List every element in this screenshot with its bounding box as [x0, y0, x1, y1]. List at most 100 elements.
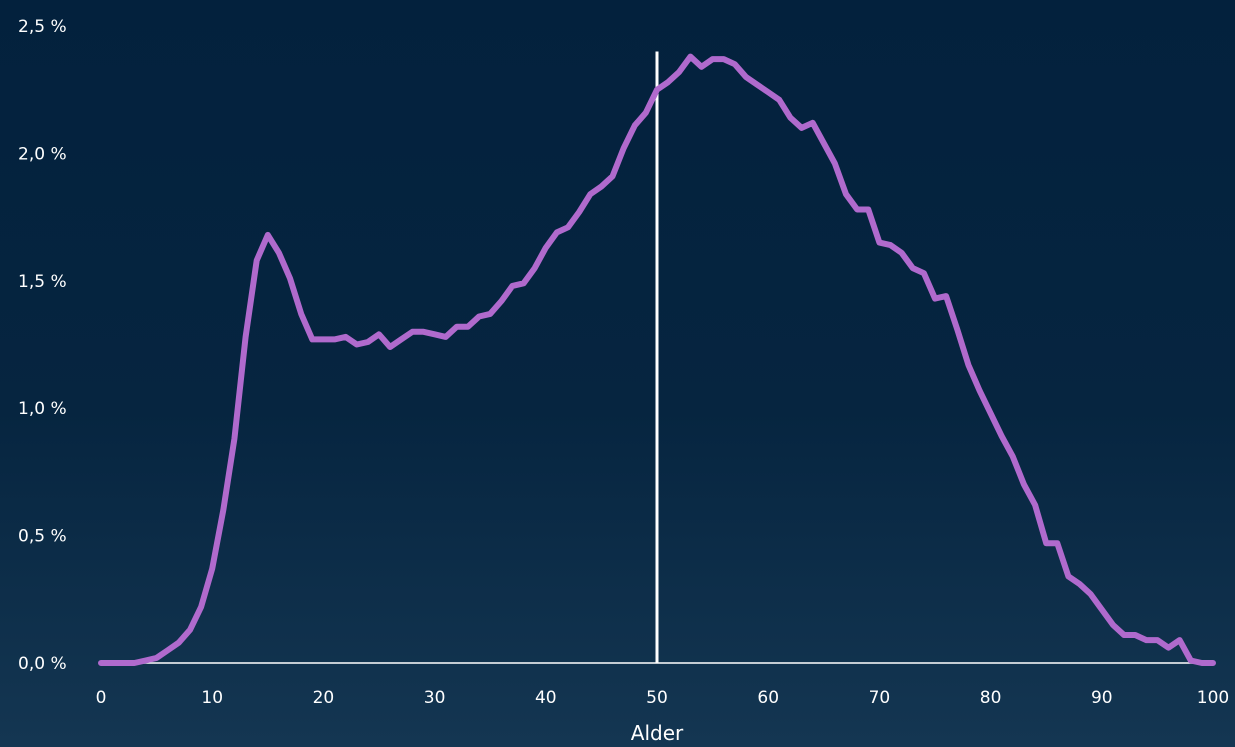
data-point: [855, 207, 859, 211]
x-tick-label: 90: [1091, 688, 1113, 708]
data-point: [955, 327, 959, 331]
x-axis-title: Alder: [631, 721, 684, 745]
y-axis-ticks: 0,0 % 0,5 % 1,0 % 1,5 % 2,0 % 2,5 %: [18, 17, 67, 674]
x-tick-label: 70: [869, 688, 891, 708]
x-tick-label: 80: [980, 688, 1002, 708]
data-point: [99, 661, 103, 665]
data-point: [588, 192, 592, 196]
data-point: [188, 628, 192, 632]
data-point: [922, 271, 926, 275]
x-tick-label: 20: [313, 688, 335, 708]
data-point: [1133, 633, 1137, 637]
x-axis-ticks: 0 10 20 30 40 50 60 70 80 90 100: [96, 688, 1230, 708]
data-point: [299, 312, 303, 316]
data-point: [410, 330, 414, 334]
data-point: [544, 246, 548, 250]
data-point: [989, 411, 993, 415]
data-point: [911, 266, 915, 270]
data-point: [1100, 607, 1104, 611]
data-point: [1178, 638, 1182, 642]
data-point: [866, 207, 870, 211]
data-point: [1000, 434, 1004, 438]
data-point: [889, 243, 893, 247]
data-point: [110, 661, 114, 665]
x-tick-label: 40: [535, 688, 557, 708]
data-point: [177, 641, 181, 645]
data-point: [444, 335, 448, 339]
data-point: [788, 116, 792, 120]
data-point: [1066, 574, 1070, 578]
y-tick-label: 1,5 %: [18, 272, 67, 292]
data-point: [210, 567, 214, 571]
data-point: [766, 90, 770, 94]
data-point: [688, 55, 692, 59]
data-point: [143, 658, 147, 662]
data-point: [1122, 633, 1126, 637]
data-point: [477, 314, 481, 318]
data-point: [1189, 658, 1193, 662]
y-tick-label: 0,0 %: [18, 654, 67, 674]
data-point: [132, 661, 136, 665]
data-point: [811, 121, 815, 125]
data-point: [1144, 638, 1148, 642]
data-point: [421, 330, 425, 334]
data-point: [488, 312, 492, 316]
data-point: [1044, 541, 1048, 545]
data-point: [577, 210, 581, 214]
data-point: [399, 337, 403, 341]
y-tick-label: 2,0 %: [18, 144, 67, 164]
data-point: [733, 62, 737, 66]
data-point: [722, 57, 726, 61]
data-point: [121, 661, 125, 665]
data-point: [644, 111, 648, 115]
data-point: [822, 141, 826, 145]
data-point: [1078, 582, 1082, 586]
data-point: [877, 241, 881, 245]
x-tick-label: 30: [424, 688, 446, 708]
data-point: [599, 185, 603, 189]
data-point: [566, 225, 570, 229]
data-point: [777, 98, 781, 102]
data-point: [633, 123, 637, 127]
data-point: [221, 508, 225, 512]
data-point: [699, 65, 703, 69]
data-point: [366, 340, 370, 344]
data-point: [277, 251, 281, 255]
data-point: [1211, 661, 1215, 665]
x-tick-label: 0: [96, 688, 107, 708]
data-point: [510, 284, 514, 288]
data-point: [655, 88, 659, 92]
data-point: [1089, 592, 1093, 596]
data-point: [1011, 455, 1015, 459]
data-point: [1167, 646, 1171, 650]
data-point: [1022, 483, 1026, 487]
data-point: [1111, 623, 1115, 627]
data-point: [355, 343, 359, 347]
data-point: [433, 332, 437, 336]
x-tick-label: 100: [1197, 688, 1229, 708]
y-tick-label: 0,5 %: [18, 527, 67, 547]
x-tick-label: 60: [757, 688, 779, 708]
data-point: [833, 162, 837, 166]
data-point: [1200, 661, 1204, 665]
data-point: [266, 233, 270, 237]
data-point: [1055, 541, 1059, 545]
data-point: [933, 297, 937, 301]
x-tick-label: 50: [646, 688, 668, 708]
data-point: [155, 656, 159, 660]
data-point: [466, 325, 470, 329]
data-point: [310, 337, 314, 341]
series-line: [98, 53, 1216, 666]
data-point: [255, 258, 259, 262]
data-point: [622, 146, 626, 150]
y-tick-label: 1,0 %: [18, 399, 67, 419]
data-point: [533, 266, 537, 270]
data-point: [555, 230, 559, 234]
x-tick-label: 10: [201, 688, 223, 708]
data-point: [800, 126, 804, 130]
data-point: [744, 75, 748, 79]
data-point: [966, 363, 970, 367]
data-point: [232, 437, 236, 441]
data-point: [611, 174, 615, 178]
